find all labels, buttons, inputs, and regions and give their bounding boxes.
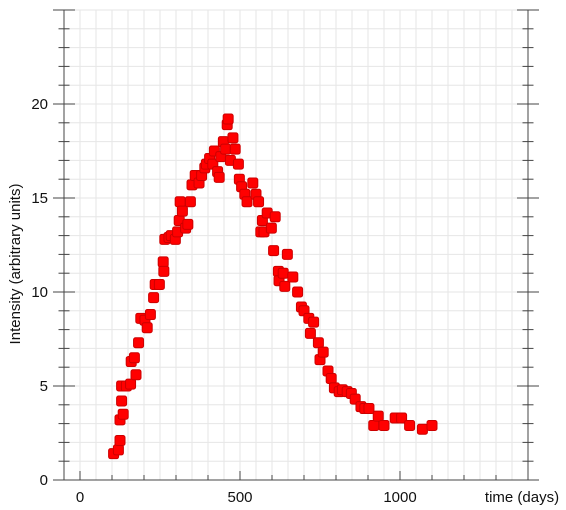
x-axis-label: time (days) [485,489,559,506]
data-point [144,309,156,321]
data-point [141,322,153,334]
data-point [268,245,280,257]
data-point [241,196,253,208]
data-point [378,419,390,431]
data-point [325,372,337,384]
data-point [157,256,169,268]
data-point [416,423,428,435]
plot-frame [63,10,529,481]
data-point [112,444,124,456]
y-tick-label: 5 [40,378,48,395]
data-point [287,271,299,283]
data-point [269,211,281,223]
data-point [158,265,170,277]
data-point [117,408,129,420]
data-point [232,158,244,170]
data-point [153,278,165,290]
data-point [247,177,259,189]
data-point [363,403,375,415]
data-point [220,143,232,155]
data-point [182,218,194,230]
axis-ticks [53,9,539,481]
y-tick-label: 15 [31,190,48,207]
data-point [176,205,188,217]
tick-labels: 0 5 10 15 20 0 500 1000 [31,96,416,506]
y-axis-label: Intensity (arbitrary units) [7,184,24,345]
data-point [213,171,225,183]
data-point [292,286,304,298]
data-point [281,248,293,260]
data-point [304,327,316,339]
data-point [372,410,384,422]
data-point [133,337,145,349]
data-point [114,435,126,447]
data-point [265,222,277,234]
data-point [174,196,186,208]
y-tick-label: 10 [31,284,48,301]
data-point [312,337,324,349]
x-tick-label: 1000 [383,489,416,506]
data-point [184,196,196,208]
data-point [317,346,329,358]
x-tick-label: 500 [227,489,252,506]
data-point [148,292,160,304]
data-points [108,113,438,460]
grid [64,9,529,481]
data-point [426,419,438,431]
data-point [253,196,265,208]
data-point [227,132,239,144]
y-tick-label: 0 [40,472,48,489]
data-point [396,412,408,424]
data-point [277,267,289,279]
data-point [130,369,142,381]
data-point [229,143,241,155]
y-tick-label: 20 [31,96,48,113]
data-point [116,395,128,407]
x-tick-label: 0 [76,489,84,506]
data-point [308,316,320,328]
data-point [125,378,137,390]
data-point [368,419,380,431]
data-point [404,419,416,431]
data-point [222,113,234,125]
data-point [128,352,140,364]
data-point [279,280,291,292]
